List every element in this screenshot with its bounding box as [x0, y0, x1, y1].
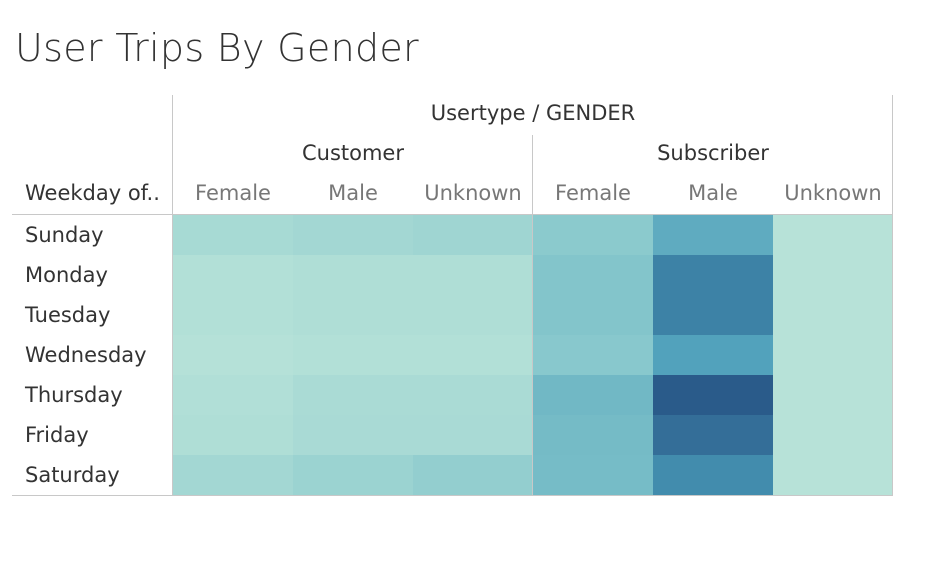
heatmap-cell — [533, 375, 653, 415]
heatmap-cell — [413, 415, 533, 455]
header-usertype-gender: Usertype / GENDER — [430, 101, 636, 125]
heatmap-cell — [173, 215, 293, 255]
heatmap-cell — [653, 455, 773, 495]
heatmap-cell — [653, 335, 773, 375]
table-bottom-divider — [12, 495, 893, 496]
heatmap-cell — [533, 255, 653, 295]
heatmap-cell — [293, 375, 413, 415]
heatmap-cell — [653, 255, 773, 295]
row-label: Friday — [25, 423, 89, 447]
heatmap-cell — [173, 335, 293, 375]
header-group-label: Customer — [301, 141, 404, 165]
heatmap-cell — [653, 415, 773, 455]
header-gender-label: Female — [555, 181, 631, 205]
heatmap-cell — [653, 215, 773, 255]
heatmap-cell — [173, 375, 293, 415]
heatmap-cell — [173, 455, 293, 495]
heatmap-cell — [773, 455, 893, 495]
header-gender-label: Male — [688, 181, 738, 205]
heatmap-cell — [773, 335, 893, 375]
header-gender-label: Male — [328, 181, 378, 205]
row-label: Monday — [25, 263, 108, 287]
heatmap-cell — [413, 295, 533, 335]
row-label: Wednesday — [25, 343, 147, 367]
heatmap-cell — [173, 295, 293, 335]
heatmap-cell — [173, 415, 293, 455]
right-divider — [892, 95, 893, 495]
group-divider — [532, 135, 533, 495]
left-divider — [172, 95, 173, 495]
heatmap-cell — [293, 295, 413, 335]
heatmap-cell — [413, 455, 533, 495]
heatmap-cell — [293, 455, 413, 495]
header-group-label: Subscriber — [657, 141, 769, 165]
heatmap-cell — [533, 415, 653, 455]
heatmap-cell — [413, 375, 533, 415]
heatmap-cell — [293, 335, 413, 375]
row-label: Saturday — [25, 463, 120, 487]
header-bottom-divider — [12, 214, 893, 215]
header-gender-label: Unknown — [424, 181, 522, 205]
heatmap-cell — [653, 375, 773, 415]
heatmap-cell — [413, 335, 533, 375]
heatmap-cell — [293, 215, 413, 255]
heatmap-cell — [773, 375, 893, 415]
heatmap-cell — [533, 215, 653, 255]
heatmap-cell — [293, 255, 413, 295]
header-gender-label: Unknown — [784, 181, 882, 205]
heatmap-cell — [533, 295, 653, 335]
row-label: Sunday — [25, 223, 104, 247]
heatmap-cell — [533, 455, 653, 495]
heatmap-cell — [653, 295, 773, 335]
heatmap-cell — [173, 255, 293, 295]
heatmap-cell — [533, 335, 653, 375]
row-label: Thursday — [25, 383, 123, 407]
heatmap-cell — [773, 255, 893, 295]
heatmap-cell — [413, 255, 533, 295]
heatmap-cell — [413, 215, 533, 255]
heatmap-cell — [773, 215, 893, 255]
row-label: Tuesday — [25, 303, 111, 327]
row-header-title: Weekday of.. — [25, 181, 160, 205]
heatmap-cell — [773, 295, 893, 335]
header-gender-label: Female — [195, 181, 271, 205]
heatmap-cell — [773, 415, 893, 455]
heatmap-cell — [293, 415, 413, 455]
chart-title: User Trips By Gender — [15, 26, 419, 70]
